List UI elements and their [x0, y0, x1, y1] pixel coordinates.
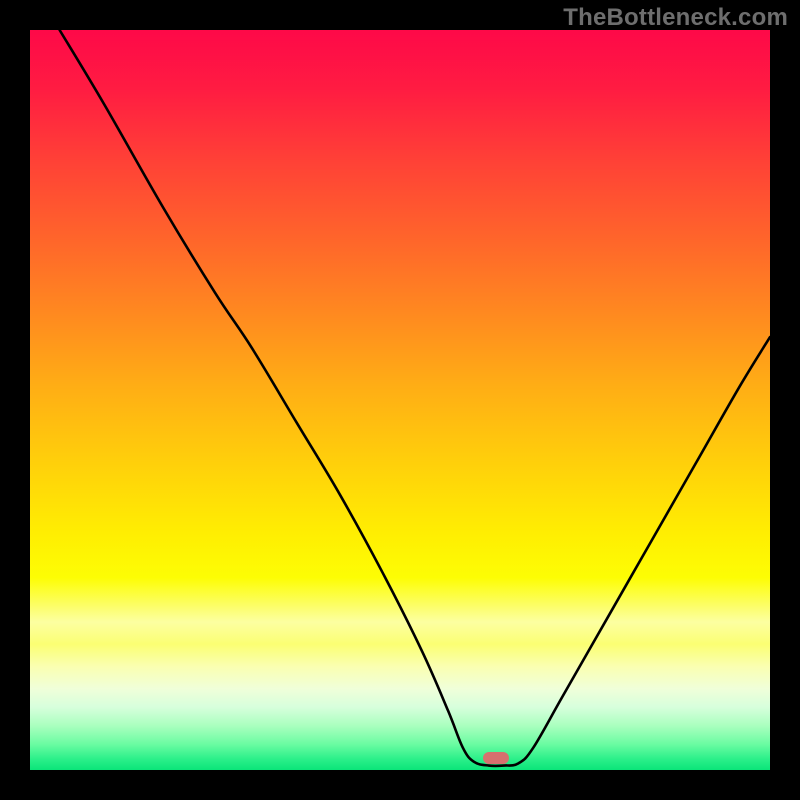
bottleneck-curve: [0, 0, 800, 800]
watermark-text: TheBottleneck.com: [563, 4, 788, 32]
curve-line: [60, 30, 770, 766]
optimum-marker: [483, 752, 509, 764]
